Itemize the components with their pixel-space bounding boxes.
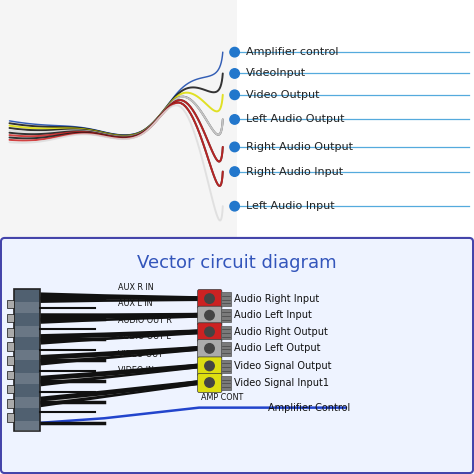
Circle shape bbox=[205, 361, 214, 371]
Text: Video Signal Output: Video Signal Output bbox=[234, 361, 331, 371]
Circle shape bbox=[205, 294, 214, 303]
Bar bbox=[15, 350, 39, 360]
Bar bbox=[221, 326, 231, 339]
Bar bbox=[221, 360, 231, 373]
Bar bbox=[221, 376, 231, 390]
Text: VIDEO OUT: VIDEO OUT bbox=[118, 350, 164, 359]
FancyBboxPatch shape bbox=[1, 238, 473, 473]
Bar bbox=[14, 289, 40, 431]
Text: Left Audio Output: Left Audio Output bbox=[246, 114, 344, 125]
Text: AMP CONT: AMP CONT bbox=[201, 393, 244, 402]
Circle shape bbox=[230, 167, 239, 176]
Text: Audio Left Input: Audio Left Input bbox=[234, 310, 311, 320]
Bar bbox=[7, 385, 14, 393]
Text: Video Signal Input1: Video Signal Input1 bbox=[234, 377, 328, 388]
Circle shape bbox=[230, 201, 239, 211]
FancyBboxPatch shape bbox=[198, 306, 222, 325]
Bar bbox=[221, 309, 231, 322]
Bar bbox=[7, 314, 14, 322]
Bar bbox=[7, 399, 14, 408]
Circle shape bbox=[230, 90, 239, 100]
Text: AUDIO OUT R: AUDIO OUT R bbox=[118, 316, 173, 325]
Text: AUX R IN: AUX R IN bbox=[118, 283, 154, 292]
FancyBboxPatch shape bbox=[198, 290, 222, 309]
Text: Amplifier Control: Amplifier Control bbox=[268, 402, 350, 413]
Bar bbox=[0, 0, 237, 237]
Circle shape bbox=[205, 344, 214, 353]
Text: AUX L IN: AUX L IN bbox=[118, 299, 153, 308]
Bar bbox=[7, 371, 14, 379]
Circle shape bbox=[230, 142, 239, 152]
Circle shape bbox=[205, 327, 214, 337]
Circle shape bbox=[230, 47, 239, 57]
FancyBboxPatch shape bbox=[198, 374, 222, 392]
Bar bbox=[0, 0, 474, 237]
Circle shape bbox=[205, 310, 214, 320]
Text: Audio Left Output: Audio Left Output bbox=[234, 343, 320, 354]
Bar bbox=[7, 356, 14, 365]
Circle shape bbox=[230, 115, 239, 124]
Text: Left Audio Input: Left Audio Input bbox=[246, 201, 334, 211]
Bar bbox=[221, 292, 231, 306]
Bar bbox=[7, 328, 14, 337]
Bar bbox=[15, 302, 39, 313]
Bar bbox=[15, 421, 39, 431]
FancyBboxPatch shape bbox=[198, 357, 222, 376]
FancyBboxPatch shape bbox=[198, 323, 222, 342]
Bar bbox=[221, 342, 231, 356]
Text: Vector circuit diagram: Vector circuit diagram bbox=[137, 254, 337, 272]
Text: AUDIO OUT L: AUDIO OUT L bbox=[118, 332, 171, 341]
Bar bbox=[15, 397, 39, 408]
Text: Right Audio Output: Right Audio Output bbox=[246, 142, 353, 152]
FancyBboxPatch shape bbox=[198, 339, 222, 358]
Text: Audio Right Output: Audio Right Output bbox=[234, 327, 328, 337]
Text: Right Audio Input: Right Audio Input bbox=[246, 166, 343, 177]
Text: Video Output: Video Output bbox=[246, 90, 319, 100]
Circle shape bbox=[230, 69, 239, 78]
Text: Audio Right Input: Audio Right Input bbox=[234, 293, 319, 304]
Bar bbox=[15, 374, 39, 384]
Circle shape bbox=[205, 378, 214, 387]
Bar bbox=[15, 326, 39, 337]
Bar bbox=[7, 342, 14, 351]
Text: Amplifier control: Amplifier control bbox=[246, 47, 338, 57]
Text: VIDEO IN: VIDEO IN bbox=[118, 366, 155, 375]
Bar bbox=[7, 413, 14, 422]
Bar bbox=[7, 300, 14, 308]
Text: VideoInput: VideoInput bbox=[246, 68, 306, 79]
